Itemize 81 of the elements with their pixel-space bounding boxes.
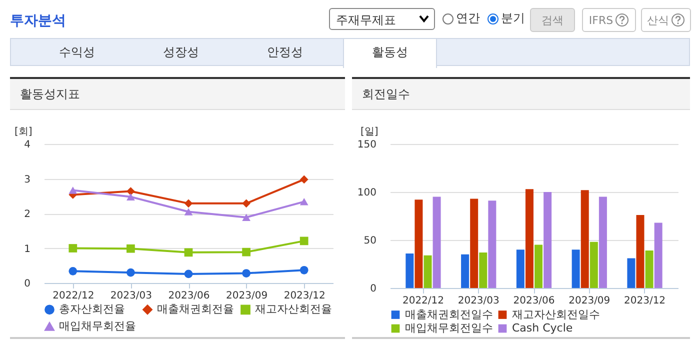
y-tick-label: 1 [24,244,30,255]
bar [627,258,636,288]
legend-label: 매입채무회전일수 [405,322,493,334]
y-tick-label: 4 [24,140,30,150]
point [300,198,308,206]
legend-label: 매출채권회전율 [157,302,234,316]
y-tick-label: 0 [24,278,30,290]
text: 검색 [530,8,575,32]
text: 성장성 [162,44,200,61]
text: 수익성 [58,44,96,61]
x-tick-label: 2023/12 [624,296,666,306]
bar [598,196,607,288]
x-tick-label: 2023/09 [568,296,610,306]
point [184,199,193,208]
x-tick-label: 2023/09 [226,290,268,302]
bar [544,192,552,288]
x-tick-label: 2022/12 [402,296,444,306]
bar [525,189,534,288]
bar [654,222,662,288]
text: 활동성 [343,38,437,68]
x-tick-label: 2023/06 [513,296,555,306]
point [126,268,135,277]
point [184,208,193,216]
x-tick-label: 2022/12 [52,290,94,302]
point [126,187,135,196]
text: 연간 [455,10,480,27]
y-tick-label: 0 [370,284,376,294]
text: 투자분석 [10,12,66,30]
bar [414,200,423,288]
bar [470,198,478,288]
point [300,175,308,184]
text: 분기 [500,10,525,27]
bar [572,250,580,288]
y-tick-label: 50 [364,236,376,246]
y-axis-title: [일] [360,126,378,138]
bar [534,244,543,288]
point [300,236,308,246]
bar [636,215,644,288]
bar [479,252,488,288]
x-tick-label: 2023/03 [458,296,500,306]
x-tick-label: 2023/06 [168,290,210,302]
text: IFRS [582,8,636,32]
y-tick-label: 3 [24,174,30,186]
text: 산식 [641,8,691,32]
y-axis-title: [회] [14,126,32,138]
legend-label: Cash Cycle [512,322,573,334]
bar [645,250,654,288]
point [242,214,250,221]
bar [590,242,598,288]
point [184,270,193,278]
point [126,244,135,253]
bar [516,250,524,288]
bar [406,253,414,288]
bar [432,196,441,288]
point [126,193,135,200]
chart-title: 활동성지표 [10,79,345,110]
y-tick-label: 150 [357,140,376,150]
point [68,186,78,194]
chart-title: 회전일수 [352,79,690,110]
x-tick-label: 2023/03 [110,290,152,302]
point [68,267,78,276]
bar [580,190,589,288]
bar [424,255,432,288]
text: 주재무제표 [329,8,435,30]
text: 안정성 [266,44,304,61]
legend-label: 매출채권회전일수 [405,308,493,321]
point [242,199,250,208]
point [184,248,193,257]
legend-label: 총자산회전율 [59,302,125,316]
legend-label: 재고자산회전율 [255,302,332,316]
bar [461,254,470,288]
point [242,248,250,256]
bar [488,200,496,288]
legend-label: 매입채무회전율 [59,320,136,332]
point [300,266,308,274]
point [242,269,250,278]
point [68,244,78,252]
y-tick-label: 100 [357,188,376,198]
y-tick-label: 2 [24,209,30,220]
x-tick-label: 2023/12 [284,290,326,302]
legend-label: 재고자산회전일수 [512,308,600,321]
